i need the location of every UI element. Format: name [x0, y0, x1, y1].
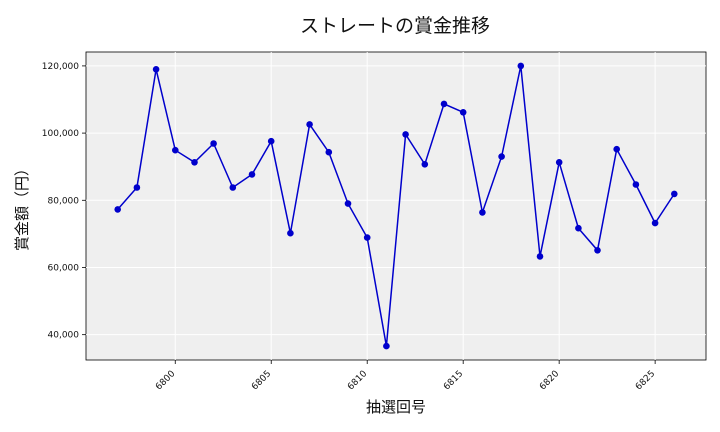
- data-point: [536, 253, 544, 260]
- data-point: [575, 224, 582, 232]
- y-tick-label: 120,000: [42, 62, 79, 72]
- series-line: [117, 65, 675, 347]
- y-tick-label: 60,000: [48, 263, 80, 273]
- data-point: [594, 247, 601, 254]
- data-point: [613, 145, 620, 153]
- x-tick-label: 6805: [250, 369, 273, 392]
- x-axis-label: 抽選回号: [366, 398, 426, 416]
- data-point: [114, 206, 121, 213]
- data-point: [498, 153, 505, 160]
- x-tick-label: 6800: [154, 369, 177, 392]
- grid: [86, 52, 706, 360]
- data-point: [402, 131, 409, 138]
- data-point: [363, 234, 371, 241]
- data-point: [306, 121, 313, 128]
- data-point: [632, 181, 640, 188]
- data-point: [671, 190, 678, 198]
- data-point: [229, 184, 237, 191]
- x-tick-label: 6815: [442, 369, 465, 392]
- data-point: [459, 109, 467, 116]
- data-point: [152, 66, 160, 73]
- data-point: [325, 148, 333, 156]
- data-point: [440, 100, 448, 108]
- data-point: [479, 209, 486, 216]
- data-point: [344, 200, 352, 207]
- data-point: [133, 184, 141, 191]
- y-tick-label: 80,000: [48, 196, 80, 206]
- x-axis: 6800 6805 6810 6815 6820 6825: [154, 360, 657, 392]
- data-point: [383, 342, 390, 350]
- y-tick-label: 40,000: [48, 331, 80, 341]
- data-point: [517, 62, 525, 70]
- data-point: [651, 219, 659, 227]
- x-tick-label: 6810: [346, 369, 369, 392]
- data-point: [191, 159, 198, 166]
- y-axis-label: 賞金額（円）: [13, 161, 31, 251]
- data-point: [210, 140, 217, 147]
- x-tick-label: 6820: [538, 369, 561, 392]
- y-axis: 40,000 60,000 80,000 100,000 120,000: [42, 62, 86, 341]
- plot-area: [85, 51, 707, 361]
- data-point: [287, 229, 294, 237]
- data-point: [248, 171, 256, 178]
- data-point: [172, 146, 179, 154]
- data-point: [267, 137, 275, 145]
- data-point: [421, 161, 429, 168]
- data-points: [114, 62, 678, 350]
- chart-title: ストレートの賞金推移: [300, 15, 490, 37]
- x-tick-label: 6825: [634, 369, 657, 392]
- data-point: [555, 159, 563, 166]
- y-tick-label: 100,000: [42, 129, 79, 139]
